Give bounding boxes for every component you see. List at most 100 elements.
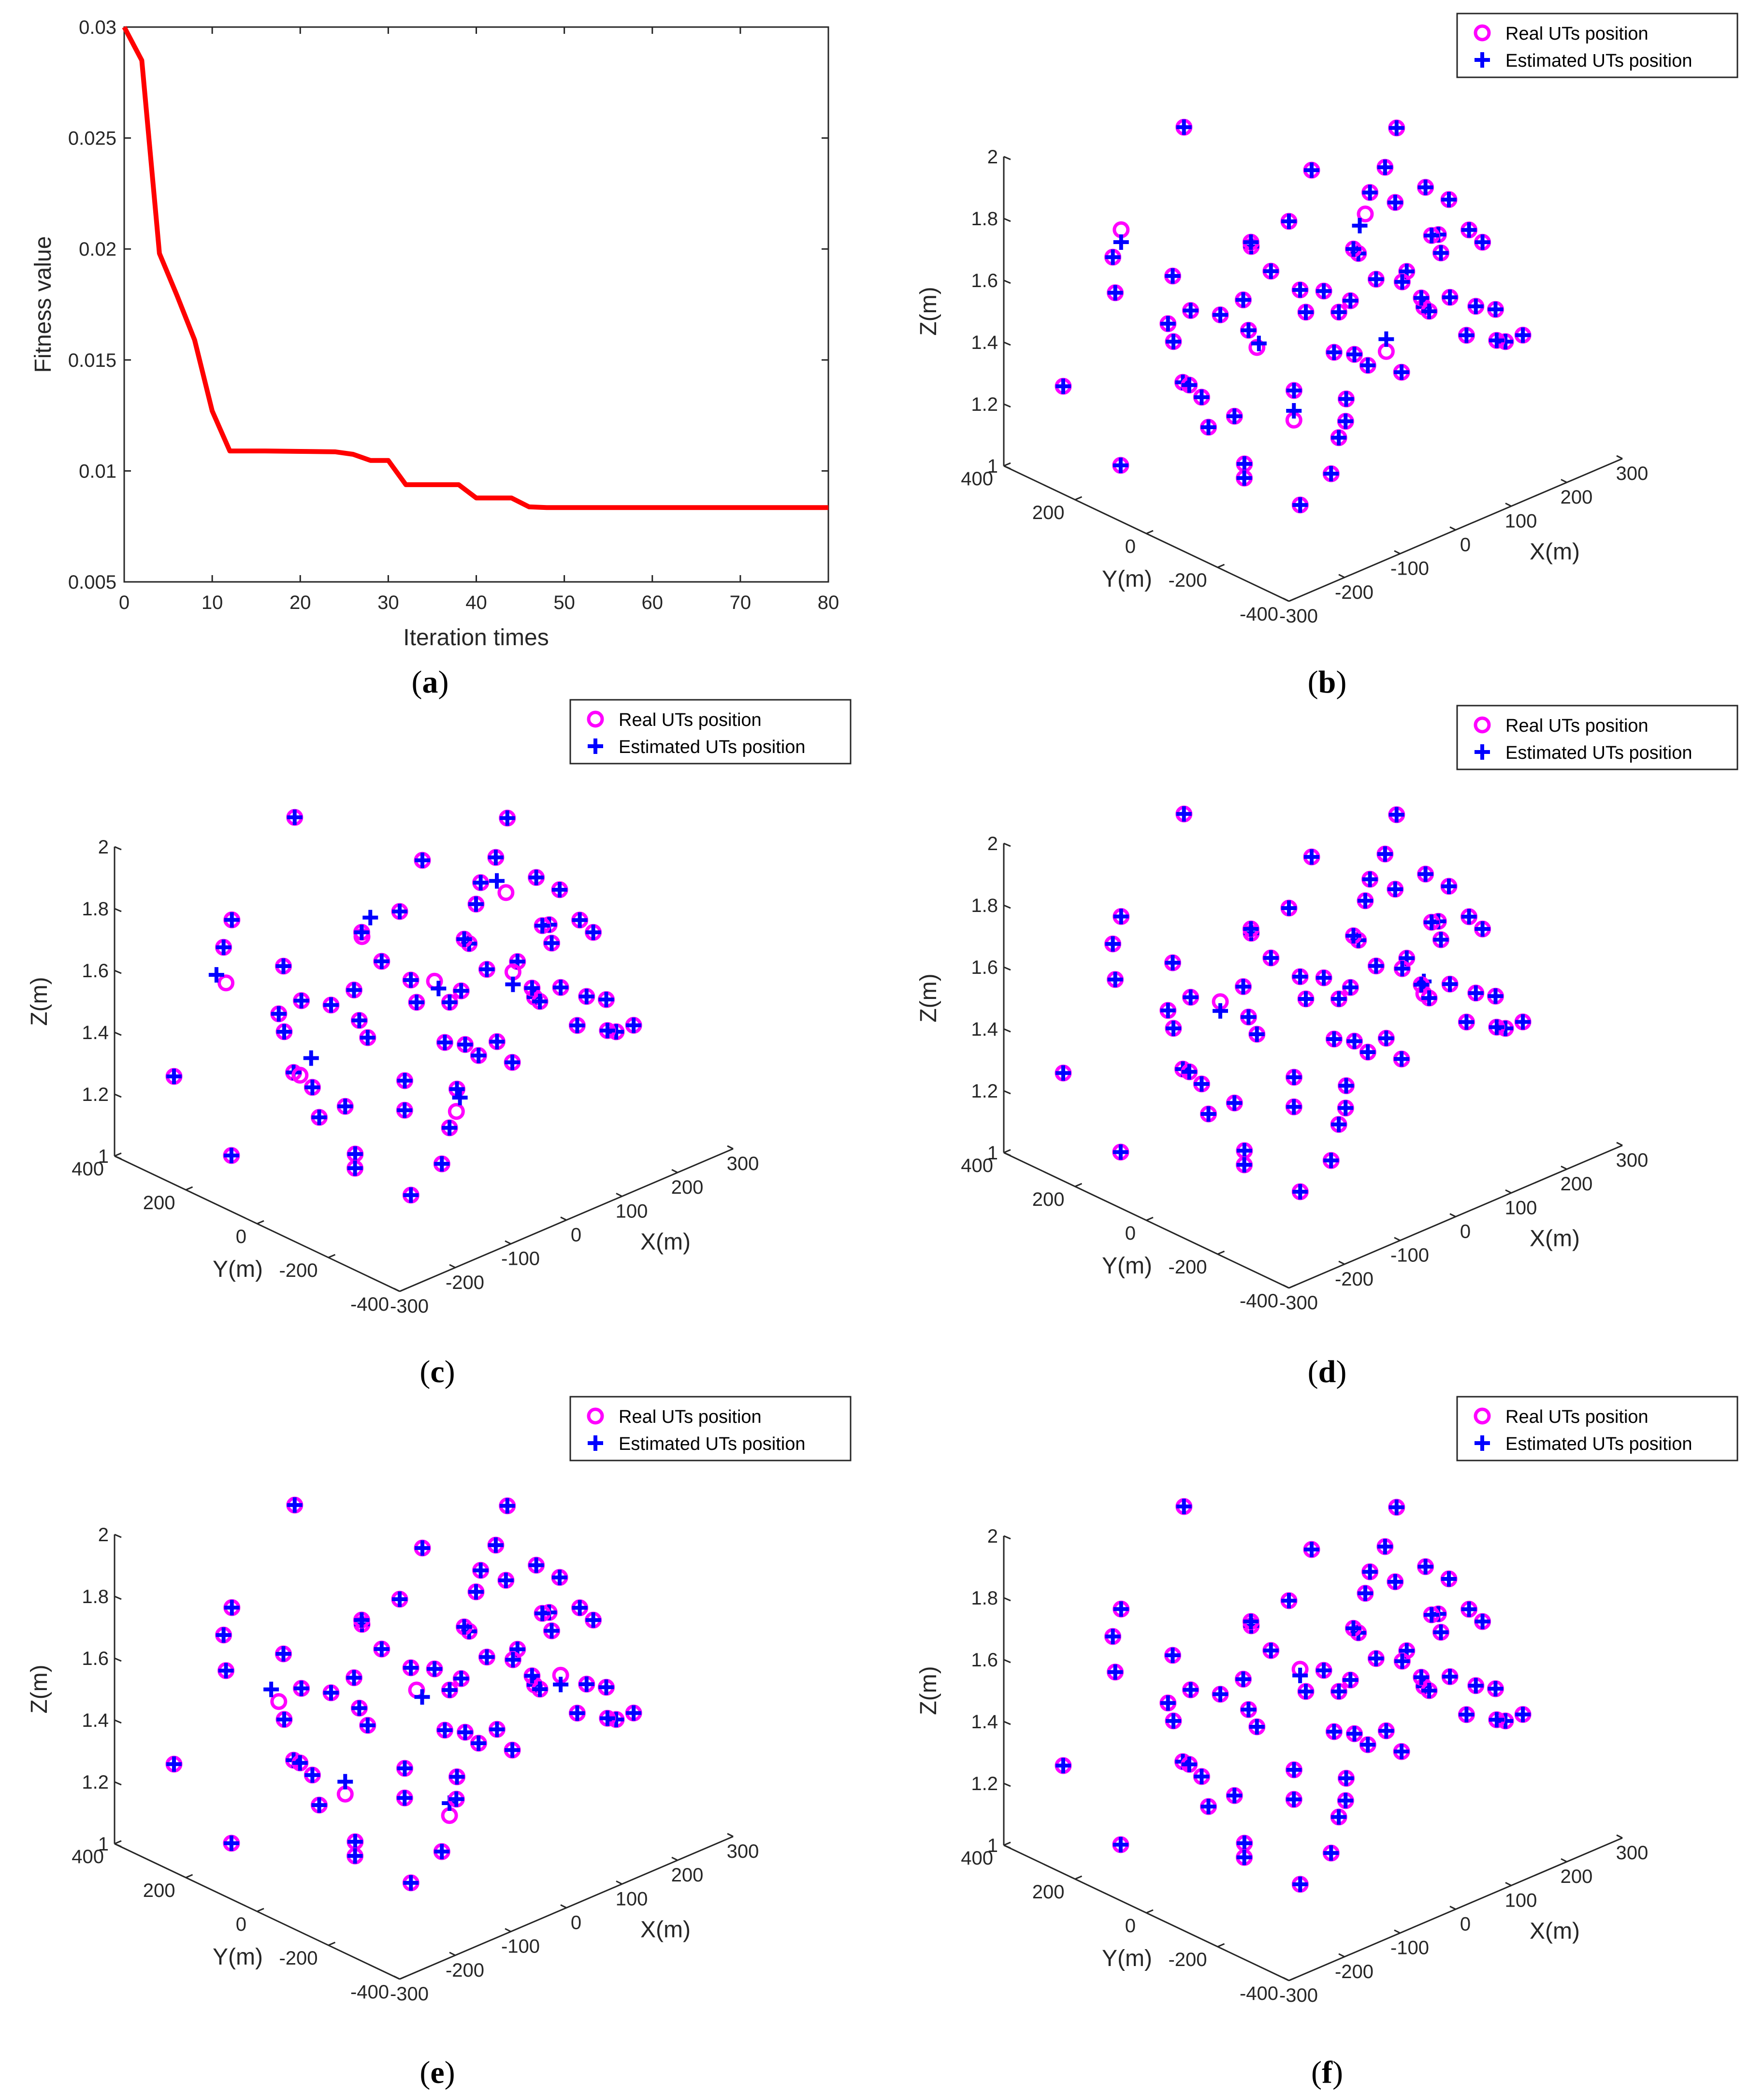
estimated-point	[292, 1755, 308, 1771]
z-tick-mark	[1003, 217, 1011, 222]
estimated-point	[360, 1718, 376, 1734]
legend-real-label: Real UTs position	[619, 710, 762, 730]
estimated-point	[1165, 955, 1181, 971]
z-tick-label: 1.4	[971, 1711, 998, 1733]
x-tick-label: 200	[671, 1865, 704, 1886]
estimated-point	[572, 912, 588, 928]
x-tick-label: 0	[571, 1912, 581, 1934]
estimated-point	[1331, 991, 1347, 1007]
x-tick-mark	[1338, 574, 1345, 578]
caption-a-letter: a	[422, 665, 438, 700]
estimated-point	[1331, 1116, 1347, 1132]
estimated-point	[1323, 466, 1339, 482]
x-tick-label: 100	[1505, 510, 1537, 532]
estimated-point	[1107, 285, 1123, 301]
estimated-point	[1338, 1100, 1354, 1116]
estimated-point	[397, 1073, 413, 1088]
estimated-point	[456, 1619, 472, 1635]
estimated-point	[1292, 1184, 1308, 1200]
estimated-point	[1413, 290, 1429, 306]
estimated-point	[218, 1663, 234, 1678]
estimated-point	[1200, 1799, 1216, 1814]
real-point	[1357, 205, 1374, 223]
estimated-point	[337, 1774, 353, 1790]
z-tick-label: 1.6	[971, 270, 998, 291]
z-tick-mark	[114, 1533, 122, 1538]
legend-estimated-label: Estimated UTs position	[1505, 1434, 1692, 1454]
x-tick-mark	[1505, 1881, 1512, 1886]
y-tick-label: 400	[961, 1848, 993, 1869]
estimated-point	[1346, 1033, 1362, 1049]
legend-box	[1456, 1396, 1738, 1461]
estimated-point	[1113, 909, 1129, 925]
z-tick-mark	[1003, 156, 1011, 160]
estimated-point	[535, 1605, 550, 1621]
estimated-point	[434, 1156, 450, 1172]
estimated-point	[275, 958, 291, 974]
estimated-point	[471, 1048, 487, 1063]
y-axis-label-a: Fitness value	[30, 236, 56, 373]
x-tick-mark	[1505, 502, 1512, 507]
estimated-point	[1442, 976, 1458, 992]
estimated-point	[1459, 1707, 1475, 1722]
estimated-point	[1241, 1702, 1257, 1718]
estimated-point	[1194, 1768, 1210, 1784]
estimated-point	[1107, 1664, 1123, 1680]
x-tick-label: -100	[1390, 1938, 1429, 1959]
z-tick-label: 2	[98, 1524, 109, 1546]
z-tick-mark	[114, 1031, 122, 1036]
estimated-point	[1475, 1614, 1490, 1630]
y-tick-label: 400	[72, 1846, 104, 1867]
estimated-point	[1475, 921, 1490, 937]
estimated-point	[489, 873, 505, 889]
estimated-point	[1243, 1614, 1259, 1630]
z-tick-label: 1.4	[82, 1710, 109, 1731]
estimated-point	[585, 1612, 601, 1628]
estimated-point	[442, 1682, 458, 1698]
z-tick-label: 1	[98, 1834, 109, 1855]
estimated-point	[1377, 159, 1393, 175]
caption-a-close: )	[438, 665, 449, 700]
estimated-point	[1304, 1542, 1319, 1558]
legend-box	[569, 699, 852, 765]
estimated-point	[1424, 228, 1440, 244]
estimated-point	[626, 1705, 642, 1721]
estimated-point	[569, 1017, 585, 1033]
z-tick-mark	[1003, 1152, 1011, 1157]
estimated-point	[1176, 1499, 1192, 1515]
estimated-point	[488, 1537, 504, 1553]
estimated-point	[1343, 1672, 1359, 1688]
x-tick-mark	[560, 1216, 567, 1221]
estimated-point	[1394, 1744, 1410, 1760]
estimated-point	[1235, 1671, 1251, 1687]
estimated-point	[1331, 1809, 1347, 1825]
estimated-point	[1316, 970, 1332, 986]
caption-d-letter: d	[1318, 1354, 1336, 1389]
y-tick-mark	[1288, 597, 1296, 602]
estimated-point	[1421, 304, 1437, 319]
estimated-point	[1263, 950, 1279, 966]
estimated-point	[1236, 1157, 1252, 1173]
z-tick-label: 1.2	[82, 1772, 109, 1793]
estimated-point	[552, 882, 567, 897]
estimated-point	[362, 910, 378, 926]
legend-estimated-marker	[1475, 1435, 1490, 1451]
caption-f: (f)	[1311, 2055, 1343, 2090]
estimated-point	[489, 1034, 505, 1050]
y-tick-mark	[328, 1254, 336, 1258]
caption-b-letter: b	[1318, 665, 1336, 700]
z-tick-mark	[1003, 904, 1011, 909]
x-tick-label: 50	[553, 592, 575, 613]
x-tick-label: -200	[1335, 582, 1374, 603]
z-axis-label: Z(m)	[27, 977, 52, 1026]
estimated-point	[1113, 457, 1128, 473]
x-tick-label: 20	[289, 592, 311, 613]
estimated-point	[431, 981, 447, 997]
x-tick-mark	[1338, 1953, 1345, 1958]
estimated-point	[1194, 1076, 1210, 1092]
estimated-point	[311, 1797, 327, 1813]
estimated-point	[1331, 430, 1347, 446]
estimated-point	[578, 988, 594, 1004]
estimated-point	[1176, 806, 1192, 822]
